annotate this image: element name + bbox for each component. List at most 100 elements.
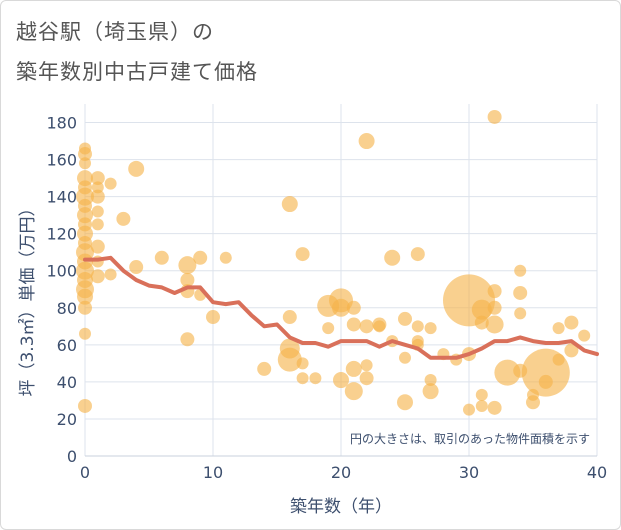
bubble-point [333,372,349,389]
y-tick-label: 60 [57,336,77,355]
bubble-point [538,374,553,389]
bubble-point [129,260,144,275]
bubble-point [346,300,361,315]
bubble-point [359,371,374,386]
bubble-point [180,332,195,347]
bubble-point [422,383,439,400]
bubble-point [514,264,527,277]
y-tick-label: 0 [67,447,77,466]
bubble-point [78,398,92,413]
bubble-point [397,394,413,411]
bubble-point [206,310,220,325]
y-tick-label: 140 [46,188,77,207]
y-tick-label: 160 [46,151,77,170]
trend-series [83,255,599,360]
bubble-point [399,351,411,364]
bubble-point [552,322,565,335]
bubble-point [345,360,362,377]
chart-title-line2: 築年数別中古戸建て価格 [16,60,258,84]
bubble-point [410,247,425,262]
bubble-point [90,239,105,254]
bubble-point [487,109,502,124]
bubble-point [281,196,298,213]
bubble-point [424,322,437,335]
bubble-point [474,315,489,330]
bubble-point [514,307,527,320]
bubble-point [178,256,197,275]
bubble-point [384,249,401,266]
x-tick-label: 10 [203,463,223,482]
bubble-point [296,372,309,385]
bubble-point [322,322,335,335]
bubble-point [487,400,502,415]
bubble-point [277,347,302,372]
bubble-point [104,177,117,190]
y-tick-label: 180 [46,114,77,133]
bubble-point [564,315,579,330]
bubble-point [332,298,350,317]
bubble-point [154,250,169,265]
x-tick-label: 20 [331,463,351,482]
bubble-point [358,133,375,150]
bubble-point [90,269,105,284]
bubble-point [90,171,105,186]
bubble-point [193,250,208,265]
y-axis-title: 坪（3.3㎡）単価（万円） [18,199,38,396]
bubble-point [373,320,386,333]
bubble-point [475,399,488,412]
bubble-point [180,273,195,287]
bubble-point [564,343,579,358]
bubble-point [578,329,591,342]
trend-line [83,255,599,360]
bubble-point [346,317,361,332]
y-tick-label: 40 [57,373,77,392]
bubble-point [487,300,502,315]
bubble-series [76,109,591,416]
bubble-point [398,311,412,326]
bubble-point [494,359,521,386]
bubble-size-note: 円の大きさは、取引のあった物件面積を示す [350,431,590,446]
bubble-point [79,327,91,340]
x-tick-label: 0 [80,463,90,482]
bubble-point [295,247,310,262]
x-tick-label: 40 [587,463,607,482]
bubble-point [78,300,92,315]
bubble-point [104,268,117,281]
x-tick-label: 30 [459,463,479,482]
y-tick-label: 120 [46,225,77,244]
x-axis-title: 築年数（年） [290,497,392,517]
bubble-point [463,403,475,416]
y-tick-label: 80 [57,299,77,318]
bubble-point [91,218,104,231]
bubble-point [411,320,424,333]
bubble-point [90,189,105,204]
bubble-point [282,310,297,325]
bubble-point [257,361,272,376]
bubble-point [77,288,93,305]
y-tick-label: 20 [57,410,77,429]
chart-title-line1: 越谷駅（埼玉県）の [16,20,214,44]
bubble-point [116,211,131,226]
bubble-point [552,353,565,366]
bubble-point [471,299,492,320]
bubble-point [79,157,91,170]
bubble-point [219,251,232,264]
axes: 0 20 40 60 80 100 120 140 160 180 0 10 20 30 40 [46,114,607,482]
bubble-point [78,147,92,162]
bubble-point [360,359,373,372]
bubble-point [526,395,540,410]
bubble-point [485,315,504,334]
bubble-point [513,285,528,300]
bubble-point [487,284,502,299]
y-tick-label: 100 [46,262,77,281]
bubble-point [91,205,104,218]
bubble-point [344,382,363,401]
bubble-point [424,374,437,387]
grid-lines [84,104,598,457]
bubble-point [309,372,322,385]
bubble-point [359,319,374,334]
bubble-point [475,388,488,401]
bubble-point [296,357,309,370]
